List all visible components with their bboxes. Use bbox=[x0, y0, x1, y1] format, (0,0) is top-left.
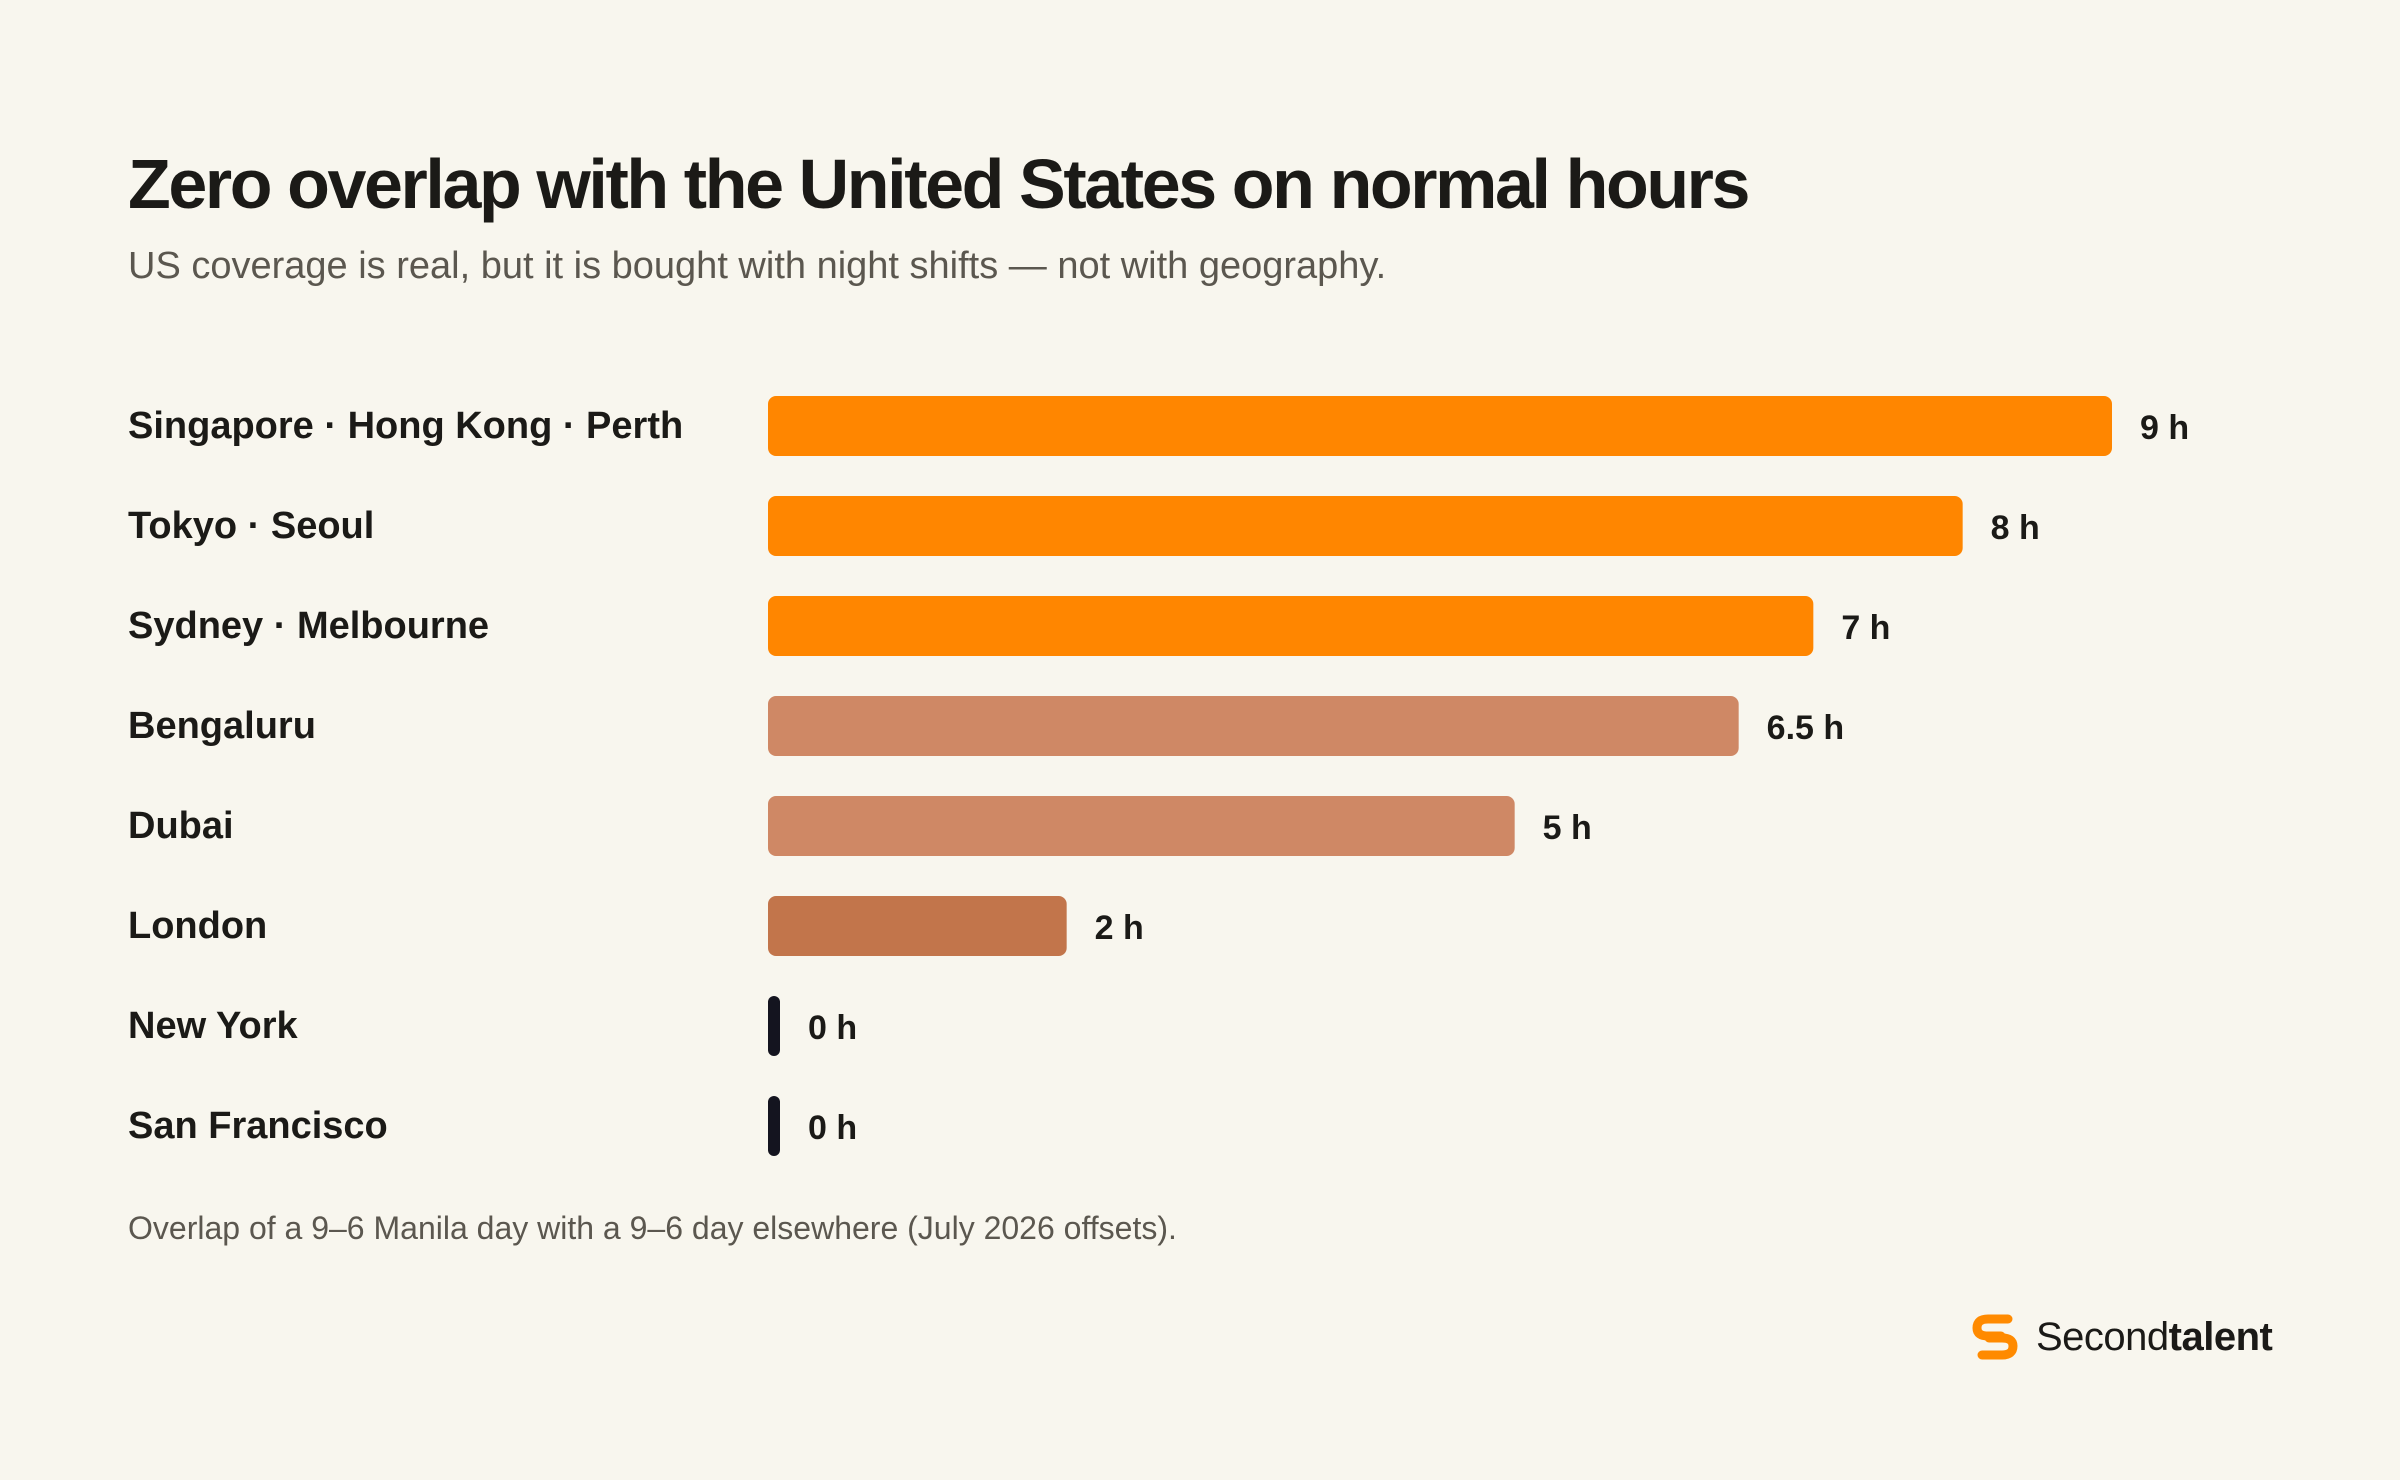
brand-logo: Secondtalent bbox=[1968, 1306, 2273, 1368]
value-label-bengaluru: 6.5 h bbox=[1767, 709, 1844, 747]
value-label-san-francisco: 0 h bbox=[808, 1109, 857, 1147]
bar-new-york bbox=[768, 996, 780, 1056]
bar-dubai bbox=[768, 796, 1515, 856]
category-label-dubai: Dubai bbox=[128, 805, 234, 847]
bar-singapore-hong-kong-perth bbox=[768, 396, 2112, 456]
value-label-london: 2 h bbox=[1095, 909, 1144, 947]
value-label-tokyo-seoul: 8 h bbox=[1991, 509, 2040, 547]
chart-title: Zero overlap with the United States on n… bbox=[128, 145, 1750, 223]
secondtalent-logo-icon bbox=[1972, 1314, 2018, 1360]
bar-tokyo-seoul bbox=[768, 496, 1963, 556]
category-label-san-francisco: San Francisco bbox=[128, 1105, 388, 1147]
overlap-bar-chart: Singapore · Hong Kong · Perth 9 h Tokyo · … bbox=[128, 396, 2189, 1156]
chart-footnote: Overlap of a 9–6 Manila day with a 9–6 d… bbox=[128, 1210, 1177, 1246]
category-label-singapore-hong-kong-perth: Singapore · Hong Kong · Perth bbox=[128, 405, 683, 447]
bar-bengaluru bbox=[768, 696, 1739, 756]
bar-london bbox=[768, 896, 1067, 956]
value-label-new-york: 0 h bbox=[808, 1009, 857, 1047]
brand-wordmark: Secondtalent bbox=[2036, 1313, 2273, 1361]
value-label-singapore-hong-kong-perth: 9 h bbox=[2140, 409, 2189, 447]
category-label-london: London bbox=[128, 905, 267, 947]
value-label-dubai: 5 h bbox=[1543, 809, 1592, 847]
bar-san-francisco bbox=[768, 1096, 780, 1156]
value-label-sydney-melbourne: 7 h bbox=[1841, 609, 1890, 647]
category-label-tokyo-seoul: Tokyo · Seoul bbox=[128, 505, 374, 547]
category-label-bengaluru: Bengaluru bbox=[128, 705, 316, 747]
brand-name-light: Second bbox=[2036, 1315, 2169, 1359]
category-label-new-york: New York bbox=[128, 1005, 299, 1047]
bar-sydney-melbourne bbox=[768, 596, 1814, 656]
category-label-sydney-melbourne: Sydney · Melbourne bbox=[128, 605, 489, 647]
chart-subtitle: US coverage is real, but it is bought wi… bbox=[128, 245, 1387, 287]
brand-name-bold: talent bbox=[2168, 1315, 2273, 1359]
